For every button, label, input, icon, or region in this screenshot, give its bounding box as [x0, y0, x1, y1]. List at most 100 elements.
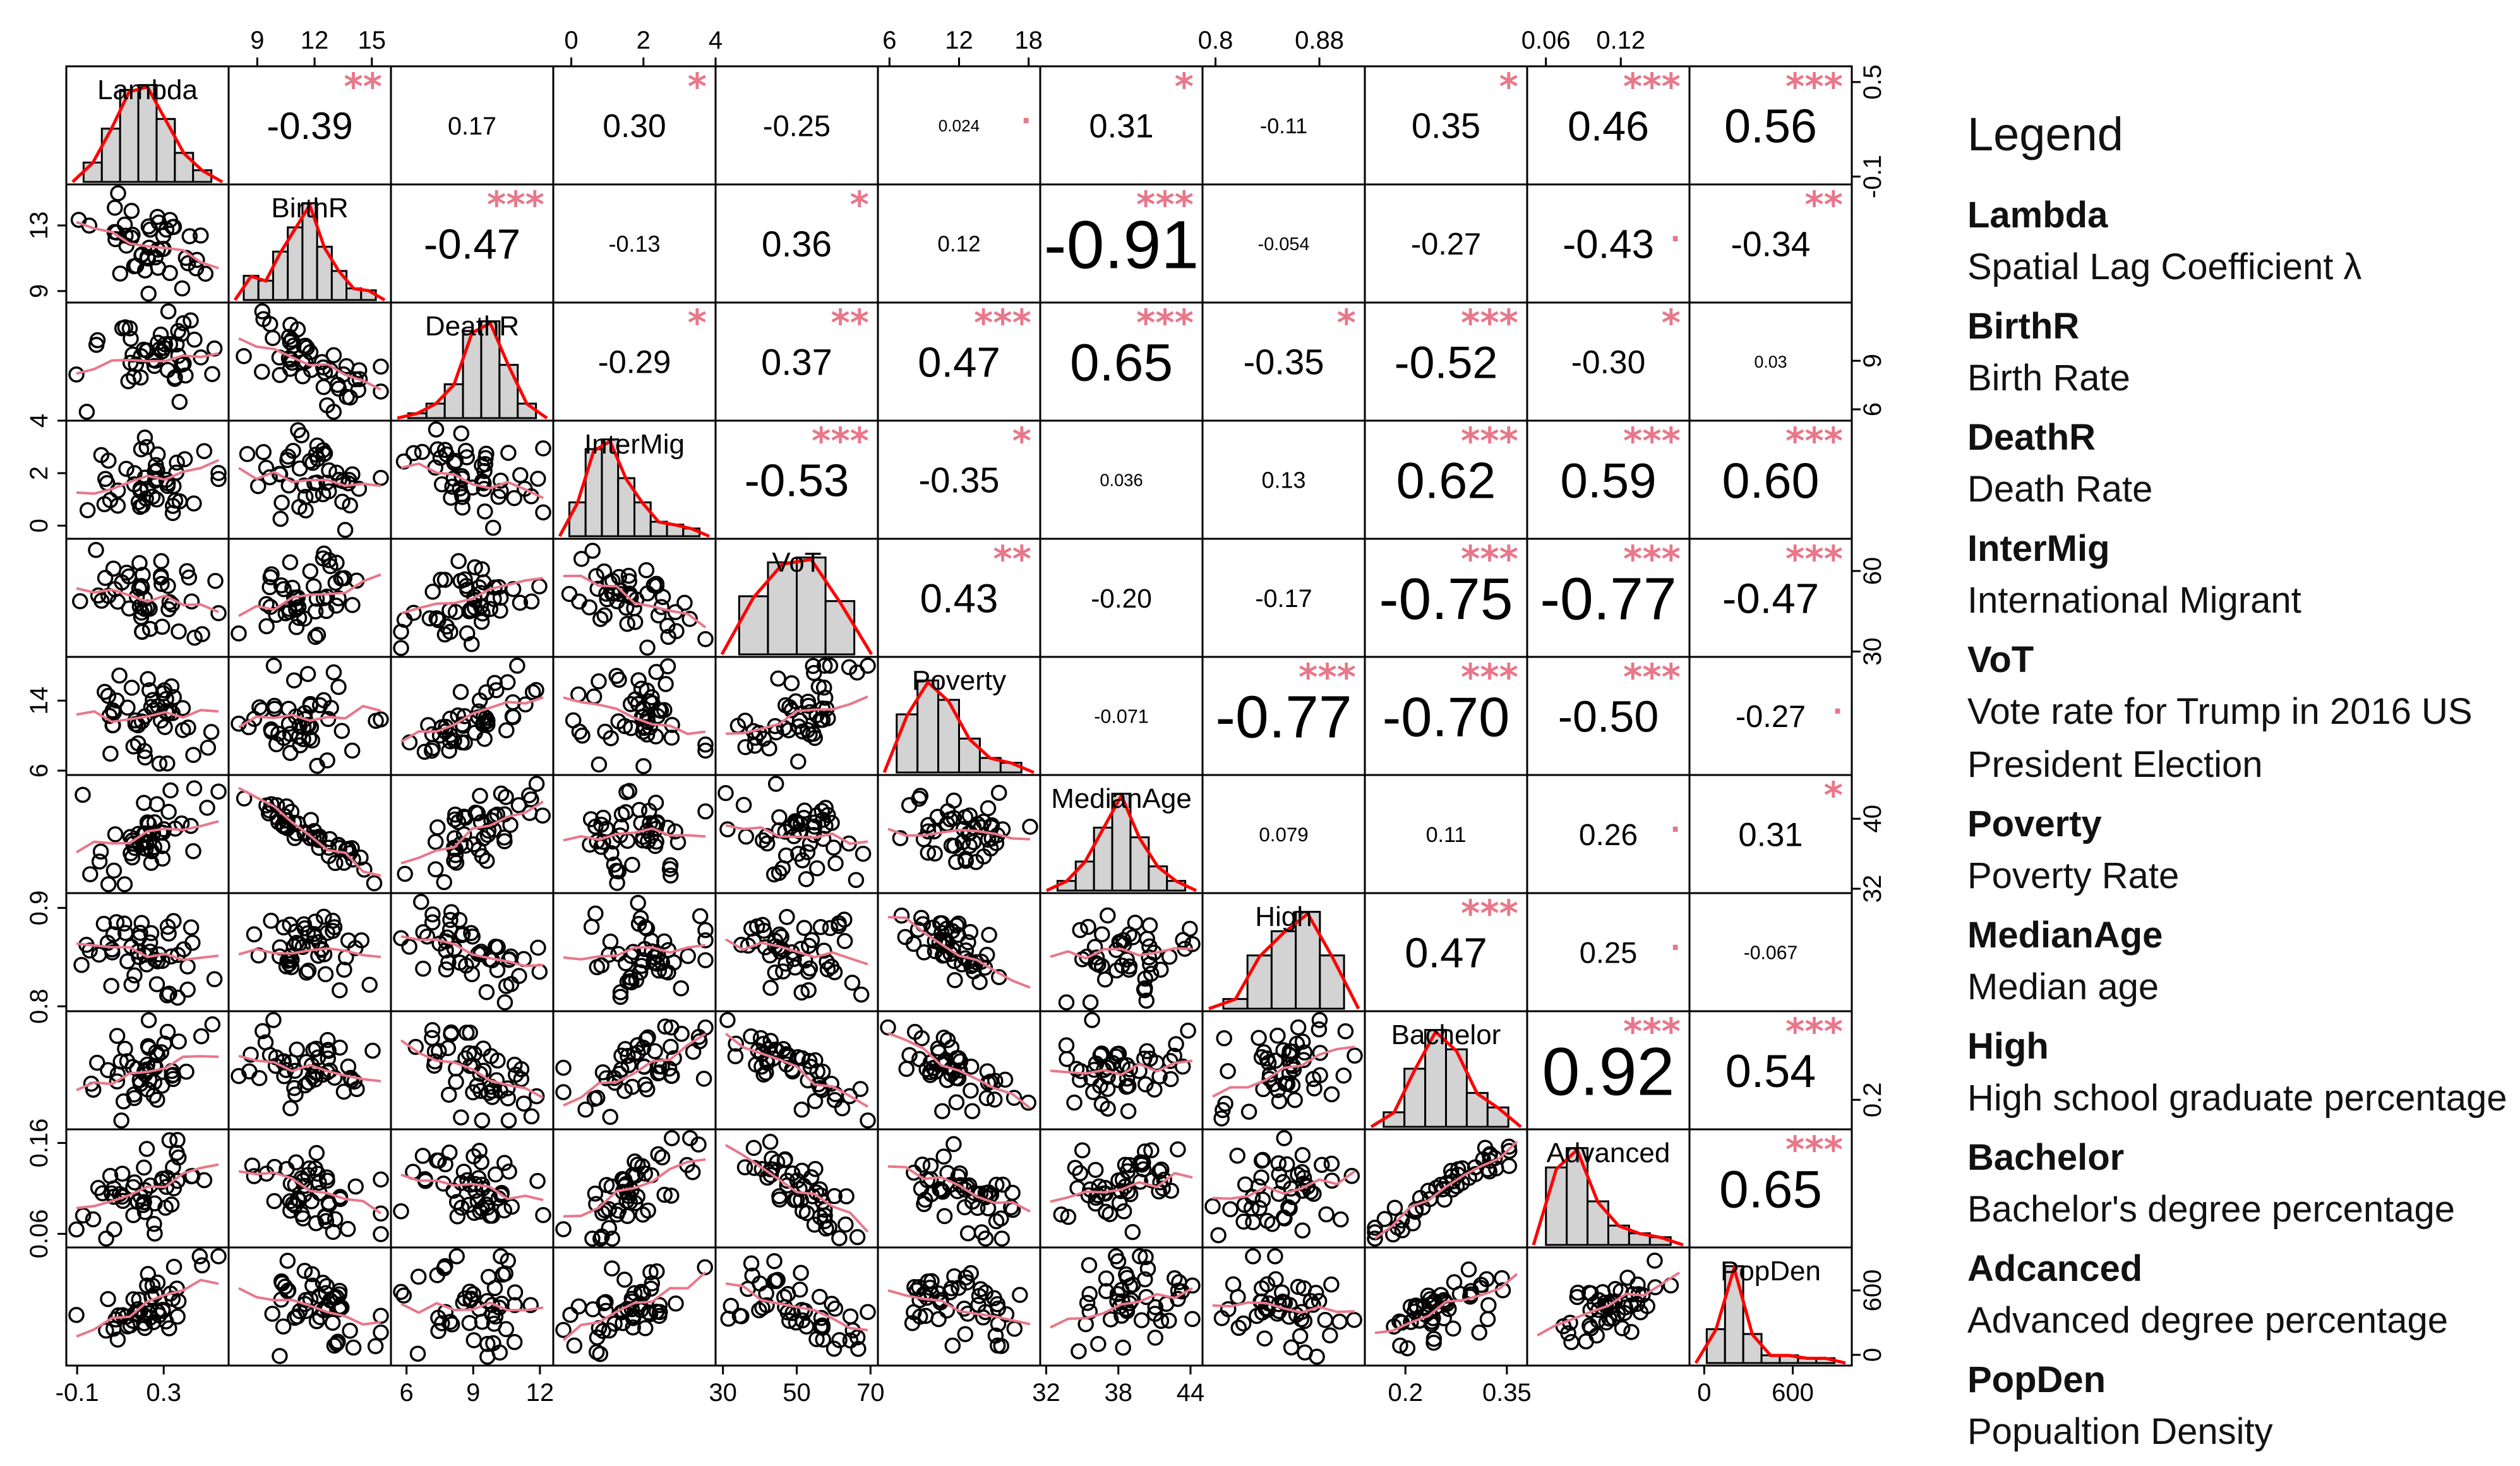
data-point: [129, 1060, 145, 1078]
data-point: [621, 573, 637, 589]
data-point: [297, 337, 314, 354]
histogram-bar: [1403, 1067, 1427, 1128]
data-point: [1213, 1310, 1230, 1326]
data-point: [151, 755, 168, 772]
correlation-value: 0.59: [1560, 453, 1656, 508]
correlation-value: -0.25: [763, 109, 831, 142]
data-point: [419, 928, 436, 945]
density-curve: [71, 85, 224, 184]
data-point: [626, 1046, 642, 1062]
data-point: [138, 439, 155, 455]
data-point: [153, 553, 170, 570]
data-point: [264, 1306, 280, 1322]
data-point: [571, 723, 588, 740]
data-point: [1399, 1340, 1416, 1357]
legend-key: High: [1967, 1026, 2049, 1067]
data-point: [105, 1320, 122, 1337]
data-point: [193, 227, 209, 244]
data-point: [126, 967, 143, 983]
data-point: [210, 783, 227, 800]
data-point: [171, 394, 188, 411]
data-point: [500, 1090, 517, 1107]
data-point: [943, 1039, 960, 1056]
data-point: [194, 1257, 210, 1274]
data-point: [1314, 1157, 1330, 1174]
tick-label: 0: [1859, 1348, 1887, 1362]
data-point: [535, 440, 551, 457]
smooth-line: [76, 1055, 219, 1091]
data-point: [593, 957, 610, 974]
data-point: [1087, 1195, 1104, 1212]
histogram-bar: [155, 117, 176, 183]
significance-stars: **: [1804, 183, 1843, 226]
histogram-bar: [1093, 826, 1113, 892]
data-point: [427, 834, 444, 850]
data-point: [523, 593, 540, 610]
data-point: [310, 832, 327, 848]
correlation-value: -0.35: [1243, 342, 1324, 382]
data-point: [186, 780, 203, 796]
tick-label: 15: [358, 27, 387, 54]
data-point: [149, 446, 166, 463]
significance-stars: *: [1012, 419, 1031, 462]
data-point: [603, 845, 620, 862]
data-point: [90, 587, 107, 604]
data-point: [555, 1221, 572, 1237]
tick-label: 0.12: [1596, 27, 1645, 54]
data-point: [295, 719, 312, 736]
legend-item-birthr: BirthR Birth Rate: [1967, 301, 2511, 405]
data-point: [635, 700, 652, 716]
data-point: [464, 602, 480, 619]
smooth-line: [76, 709, 219, 723]
correlation-value: -0.054: [1257, 234, 1309, 255]
data-point: [132, 1303, 148, 1320]
tick-label: 32: [1032, 1379, 1060, 1407]
smooth-line: [563, 696, 706, 736]
data-point: [121, 320, 138, 337]
data-point: [320, 1042, 337, 1058]
data-point: [441, 921, 459, 938]
data-point: [657, 676, 674, 692]
data-point: [781, 1313, 798, 1329]
data-point: [657, 1018, 674, 1035]
significance-stars: **: [993, 538, 1031, 580]
panel-border: [65, 183, 230, 304]
density-curve: [1694, 1262, 1846, 1365]
data-point: [1647, 1279, 1664, 1295]
legend-item-popden: PopDen Popualtion Density: [1967, 1355, 2511, 1458]
data-point: [285, 443, 301, 459]
data-point: [697, 742, 714, 759]
data-point: [531, 963, 548, 980]
data-point: [307, 603, 324, 620]
data-point: [478, 983, 495, 1000]
data-point: [296, 1263, 313, 1279]
data-point: [68, 1307, 85, 1323]
data-point: [676, 594, 693, 611]
smooth-line: [400, 935, 544, 968]
data-point: [471, 692, 488, 709]
correlation-value: 0.11: [1426, 823, 1467, 847]
data-point: [424, 740, 441, 757]
significance-stars: *: [850, 183, 869, 226]
data-point: [496, 1202, 513, 1219]
data-point: [627, 1195, 644, 1211]
data-point: [927, 845, 943, 862]
data-point: [308, 1145, 325, 1162]
data-point: [136, 795, 152, 811]
data-point: [455, 1163, 472, 1180]
data-point: [995, 1176, 1011, 1193]
data-point: [1598, 1314, 1615, 1331]
data-point: [433, 476, 450, 493]
data-point: [169, 454, 185, 471]
data-point: [627, 613, 644, 630]
data-point: [275, 730, 292, 747]
data-point: [586, 1090, 603, 1107]
smooth-line: [724, 938, 868, 966]
correlation-value: -0.70: [1383, 685, 1509, 748]
data-point: [906, 1023, 923, 1040]
data-point: [535, 1206, 551, 1223]
data-point: [1460, 1261, 1477, 1278]
density-curve: [720, 557, 873, 656]
correlation-value: -0.17: [1255, 585, 1312, 613]
data-point: [1445, 1320, 1461, 1337]
